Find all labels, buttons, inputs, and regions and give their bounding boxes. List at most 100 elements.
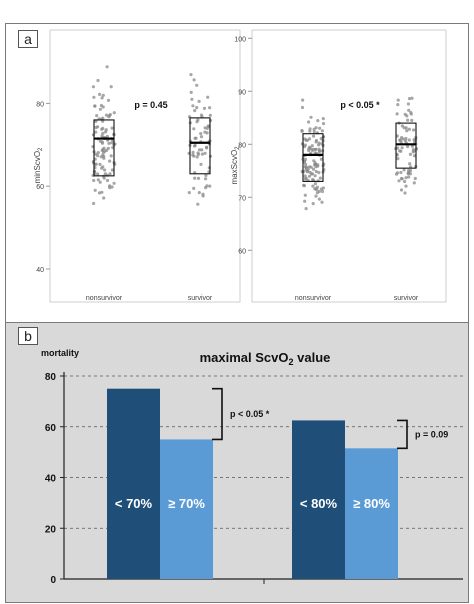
jitter-point: [309, 115, 313, 119]
jitter-point: [307, 149, 311, 153]
y-tick-label: 70: [238, 195, 246, 202]
jitter-point: [396, 146, 400, 150]
jitter-point: [92, 178, 96, 183]
jitter-point: [106, 146, 110, 150]
jitter-point: [319, 157, 323, 161]
jitter-point: [402, 168, 406, 172]
jitter-point: [208, 106, 212, 110]
jitter-point: [304, 207, 308, 211]
jitter-point: [201, 194, 205, 198]
jitter-point: [406, 102, 410, 106]
jitter-point: [97, 191, 102, 195]
bar-label: ≥ 80%: [353, 496, 390, 511]
jitter-point: [104, 113, 109, 117]
jitter-point: [96, 78, 100, 83]
jitter-point: [400, 136, 404, 140]
jitter-point: [403, 191, 407, 195]
jitter-point: [320, 189, 325, 194]
jitter-point: [107, 141, 111, 145]
jitter-point: [411, 150, 415, 154]
jitter-point: [195, 106, 199, 110]
jitter-point: [200, 148, 204, 152]
box-survivor: [189, 117, 211, 175]
jitter-point: [98, 139, 103, 143]
jitter-point: [312, 134, 316, 138]
jitter-point: [105, 178, 110, 183]
jitter-point: [402, 126, 406, 130]
jitter-point: [102, 156, 106, 160]
significance-bracket: [212, 387, 223, 441]
jitter-point: [395, 171, 400, 175]
category-label: nonsurvivor: [295, 295, 332, 302]
jitter-point: [205, 184, 209, 188]
y-tick-label: 60: [238, 248, 246, 255]
jitter-point: [109, 85, 113, 89]
jitter-point: [310, 172, 314, 176]
bar: [107, 388, 160, 579]
jitter-point: [194, 136, 198, 140]
y-axis-label: maxScvO2: [230, 146, 241, 185]
y-axis-label-subscript: 2: [38, 147, 44, 151]
jitter-point: [103, 172, 107, 176]
plot-frame-min: [49, 29, 241, 303]
jitter-point: [108, 186, 112, 190]
jitter-point: [205, 126, 209, 130]
jitter-point: [406, 172, 410, 176]
jitter-point: [112, 181, 116, 185]
jitter-point: [208, 113, 212, 117]
jitter-point: [408, 152, 412, 156]
jitter-point: [407, 138, 411, 142]
jitter-point: [310, 144, 314, 148]
jitter-point: [92, 201, 96, 206]
jitter-point: [98, 107, 102, 111]
jitter-point: [315, 188, 319, 192]
jitter-point: [303, 193, 307, 197]
jitter-point: [195, 120, 199, 124]
jitter-point: [405, 129, 409, 133]
jitter-point: [197, 99, 201, 103]
jitter-point: [206, 95, 210, 99]
jitter-point: [321, 117, 325, 121]
jitter-point: [204, 177, 208, 181]
jitter-point: [317, 197, 321, 201]
y-tick-label: 80: [36, 101, 44, 108]
jitter-point: [307, 120, 311, 124]
jitter-point: [315, 191, 319, 195]
p-value-annotation: p = 0.09: [415, 429, 448, 439]
y-tick-label: 60: [36, 184, 44, 191]
jitter-point: [197, 191, 201, 195]
jitter-point: [192, 127, 196, 131]
y-axis-label: mortality: [41, 348, 79, 358]
jitter-point: [405, 114, 409, 118]
jitter-point: [300, 105, 305, 110]
jitter-point: [404, 176, 408, 180]
jitter-point: [412, 181, 416, 185]
jitter-point: [303, 199, 307, 203]
jitter-point: [313, 151, 317, 155]
jitter-point: [311, 202, 315, 206]
jitter-point: [192, 186, 196, 190]
jitter-point: [406, 145, 410, 149]
jitter-point: [110, 185, 114, 189]
jitter-point: [313, 161, 317, 165]
jitter-point: [104, 130, 108, 134]
jitter-point: [192, 144, 197, 148]
jitter-point: [318, 126, 322, 130]
jitter-point: [199, 162, 203, 166]
jitter-point: [319, 137, 323, 141]
jitter-point: [92, 95, 96, 99]
jitter-point: [412, 128, 416, 132]
jitter-point: [321, 122, 326, 126]
category-label: nonsurvivor: [86, 295, 123, 302]
bar-chart-max-scvo2: mortality maximal ScvO2 value 0 20 40 60 80 < 7…: [41, 348, 463, 586]
jitter-point: [320, 200, 324, 204]
jitter-point: [410, 144, 414, 148]
jitter-point: [203, 151, 207, 155]
jitter-point: [91, 85, 95, 89]
jitter-point: [403, 179, 407, 184]
jitter-point: [313, 174, 317, 178]
jitter-point: [399, 149, 403, 153]
jitter-point: [406, 118, 410, 122]
plot-frame-max: [251, 29, 447, 303]
jitter-point: [407, 97, 412, 101]
